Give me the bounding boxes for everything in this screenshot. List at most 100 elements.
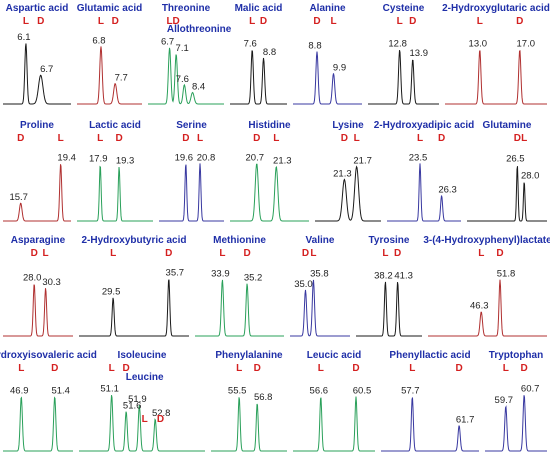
enantiomer-label: L xyxy=(409,363,415,374)
analyte-name: Proline xyxy=(20,120,54,131)
trace-lactic-acid xyxy=(77,165,153,222)
enantiomer-label: L xyxy=(18,363,24,374)
retention-time-label: 6.7 xyxy=(161,37,174,48)
enantiomer-label: L xyxy=(382,248,388,259)
analyte-name: 2-Hydroxyadipic acid xyxy=(374,120,475,131)
retention-time-label: 51.6 xyxy=(123,400,142,411)
analyte-name: Phenyllactic acid xyxy=(389,350,470,361)
enantiomer-label: D xyxy=(521,363,528,374)
enantiomer-label: L xyxy=(330,16,336,27)
analyte-name: Malic acid xyxy=(235,3,283,14)
analyte-name: Serine xyxy=(176,120,207,131)
enantiomer-label: L xyxy=(417,133,423,144)
enantiomer-label: D xyxy=(302,248,309,259)
retention-time-label: 7.7 xyxy=(115,73,128,84)
retention-time-label: 46.3 xyxy=(470,301,489,312)
annotation: D xyxy=(157,414,164,425)
enantiomer-label: L xyxy=(310,248,316,259)
analyte-name: Valine xyxy=(306,235,335,246)
analyte-name: Asparagine xyxy=(11,235,66,246)
retention-time-label: 26.3 xyxy=(438,184,457,195)
retention-time-label: 59.7 xyxy=(495,395,514,406)
retention-time-label: 35.0 xyxy=(294,279,313,290)
retention-time-label: 21.3 xyxy=(273,156,292,167)
trace-threonine xyxy=(148,47,224,105)
analyte-name: Lysine xyxy=(332,120,364,131)
retention-time-label: 15.7 xyxy=(9,192,28,203)
enantiomer-label: D xyxy=(182,133,189,144)
retention-time-label: 29.5 xyxy=(102,287,121,298)
retention-time-label: 55.5 xyxy=(228,386,247,397)
enantiomer-label: L xyxy=(236,363,242,374)
trace-alanine xyxy=(293,51,362,105)
retention-time-label: 56.6 xyxy=(310,386,329,397)
analyte-name: Glutamic acid xyxy=(77,3,143,14)
trace-serine xyxy=(159,163,224,222)
enantiomer-label: D xyxy=(123,363,130,374)
trace-2-hydroxyglutaric-acid xyxy=(445,50,547,105)
retention-time-label: 20.8 xyxy=(197,152,216,163)
enantiomer-label: D xyxy=(51,363,58,374)
enantiomer-label: L xyxy=(197,133,203,144)
trace-2-hydroxybutyric-acid xyxy=(79,279,189,337)
enantiomer-label: L xyxy=(23,16,29,27)
enantiomer-label: D xyxy=(37,16,44,27)
enantiomer-label: D xyxy=(173,16,180,27)
retention-time-label: 7.6 xyxy=(176,74,189,85)
trace-2-hydroxyadipic-acid xyxy=(387,163,461,222)
retention-time-label: 60.5 xyxy=(353,386,372,397)
annotation: Allothreonine xyxy=(167,24,232,35)
trace-3-4-hydroxyphenyl-lactate xyxy=(428,279,547,337)
enantiomer-label: D xyxy=(313,16,320,27)
enantiomer-label: D xyxy=(516,16,523,27)
analyte-name: 2-Hydroxybutyric acid xyxy=(81,235,186,246)
retention-time-label: 13.0 xyxy=(469,39,488,50)
retention-time-label: 19.4 xyxy=(57,152,76,163)
analyte-name: 3-(4-Hydroxyphenyl)lactate xyxy=(423,235,550,246)
retention-time-label: 21.3 xyxy=(333,168,352,179)
analyte-name: Methionine xyxy=(213,235,266,246)
retention-time-label: 56.8 xyxy=(254,392,273,403)
retention-time-label: 61.7 xyxy=(456,414,475,425)
analyte-name: 2-Hydroxyisovaleric acid xyxy=(0,350,97,361)
enantiomer-label: D xyxy=(352,363,359,374)
retention-time-label: 60.7 xyxy=(521,384,540,395)
enantiomer-label: D xyxy=(165,248,172,259)
retention-time-label: 41.3 xyxy=(394,271,413,282)
retention-time-label: 8.8 xyxy=(263,47,276,58)
enantiomer-label: L xyxy=(109,363,115,374)
enantiomer-label: D xyxy=(496,248,503,259)
enantiomer-label: L xyxy=(97,133,103,144)
enantiomer-label: L xyxy=(477,16,483,27)
enantiomer-label: L xyxy=(98,16,104,27)
enantiomer-label: D xyxy=(254,363,261,374)
analyte-name: Isoleucine xyxy=(118,350,167,361)
analyte-name: Threonine xyxy=(162,3,211,14)
analyte-name: Leucic acid xyxy=(307,350,361,361)
retention-time-label: 7.6 xyxy=(244,39,257,50)
retention-time-label: 33.9 xyxy=(211,269,230,280)
retention-time-label: 8.8 xyxy=(308,41,321,52)
enantiomer-label: D xyxy=(243,248,250,259)
enantiomer-label: D xyxy=(438,133,445,144)
enantiomer-label: D xyxy=(115,133,122,144)
retention-time-label: 35.7 xyxy=(166,267,185,278)
trace-malic-acid xyxy=(230,50,287,105)
retention-time-label: 6.7 xyxy=(40,64,53,75)
annotation: L xyxy=(142,414,148,425)
trace-glutamine xyxy=(467,166,547,222)
retention-time-label: 17.9 xyxy=(89,154,108,165)
analyte-name: Aspartic acid xyxy=(6,3,69,14)
retention-time-label: 51.8 xyxy=(497,269,516,280)
retention-time-label: 35.8 xyxy=(310,269,329,280)
enantiomer-label: D xyxy=(394,248,401,259)
analyte-name: Phenylalanine xyxy=(215,350,283,361)
trace-aspartic-acid xyxy=(3,43,71,105)
retention-time-label: 52.8 xyxy=(152,408,171,419)
enantiomer-label: L xyxy=(110,248,116,259)
retention-time-label: 46.9 xyxy=(10,386,29,397)
analyte-name: Tyrosine xyxy=(369,235,410,246)
retention-time-label: 17.0 xyxy=(517,39,536,50)
analyte-name: Alanine xyxy=(309,3,346,14)
